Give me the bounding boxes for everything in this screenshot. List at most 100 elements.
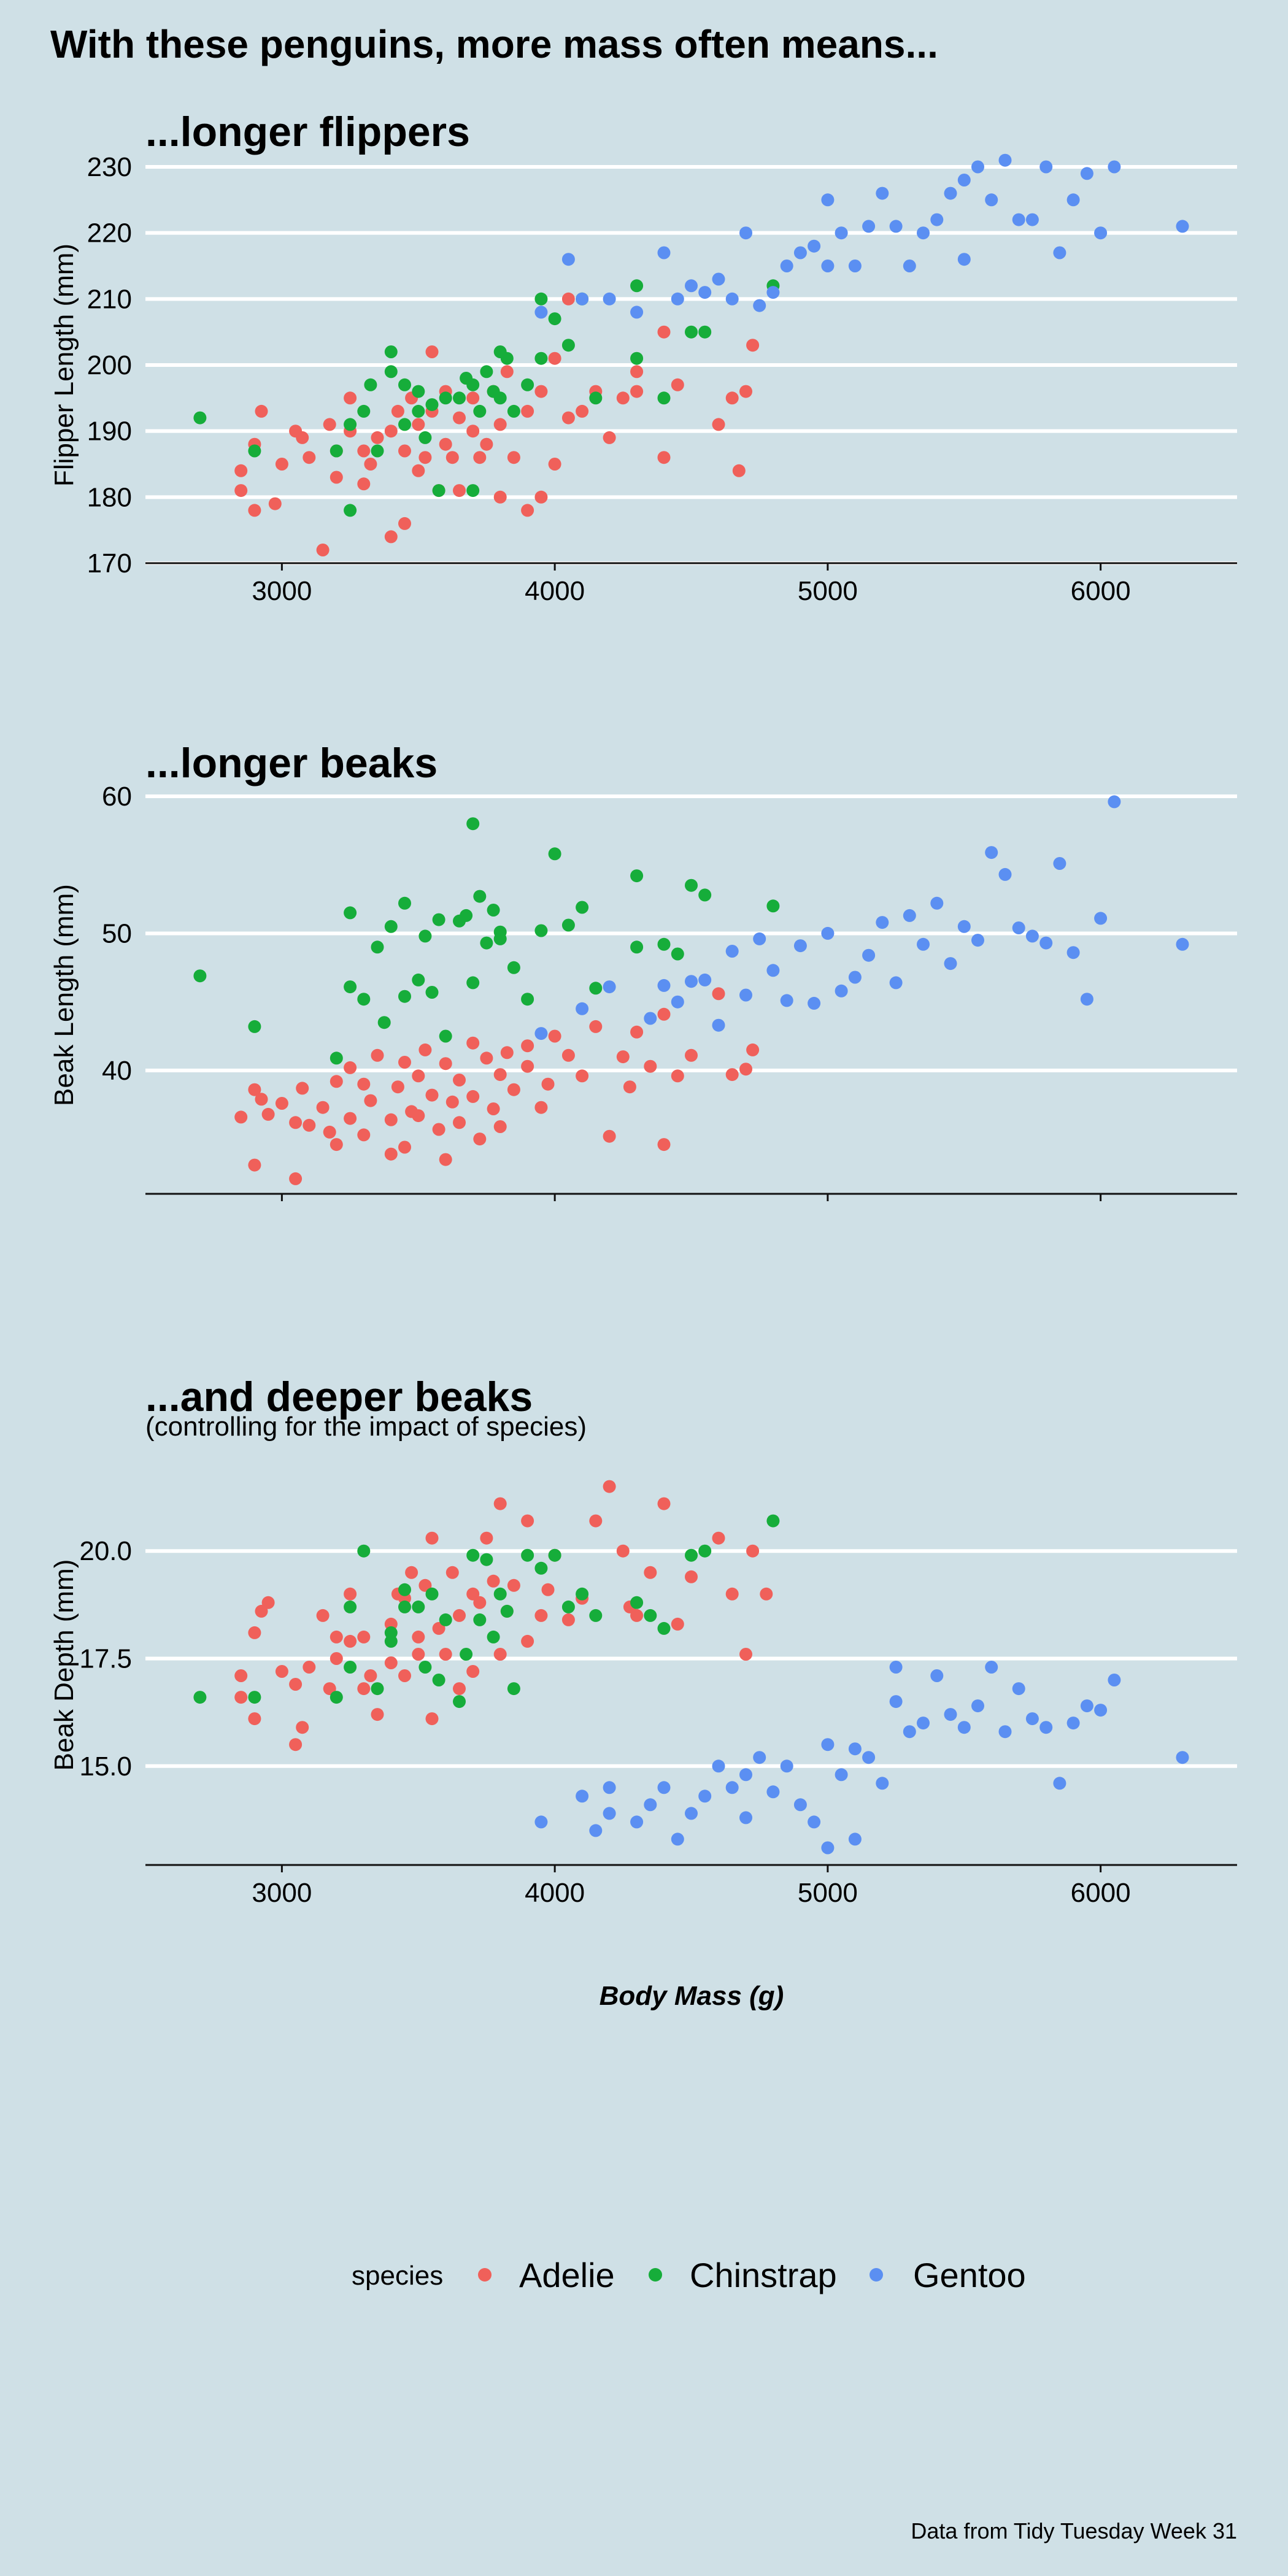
data-point	[957, 174, 971, 186]
data-point	[561, 411, 575, 425]
data-point	[848, 1742, 862, 1756]
data-point	[576, 404, 589, 418]
y-tick-label: 40	[102, 1056, 132, 1086]
data-point	[1080, 993, 1093, 1006]
data-point	[261, 1596, 275, 1609]
data-point	[261, 1107, 275, 1121]
data-point	[766, 1785, 780, 1799]
series-chinstrap	[193, 279, 780, 517]
data-point	[357, 993, 371, 1006]
data-point	[248, 1712, 261, 1726]
data-point	[998, 153, 1012, 167]
data-point	[344, 980, 357, 994]
data-point	[821, 926, 835, 940]
data-point	[534, 292, 548, 306]
data-point	[589, 391, 603, 405]
data-point	[275, 1665, 288, 1678]
data-point	[398, 517, 411, 530]
data-point	[732, 464, 746, 477]
data-point	[521, 1059, 534, 1073]
data-point	[460, 909, 473, 922]
data-point	[657, 1621, 671, 1635]
data-point	[534, 385, 548, 398]
data-point	[917, 226, 930, 240]
data-point	[903, 909, 916, 922]
data-point	[521, 1039, 534, 1053]
data-point	[630, 1025, 644, 1039]
data-point	[534, 1101, 548, 1114]
data-point	[780, 260, 793, 272]
data-point	[364, 458, 377, 471]
data-point	[971, 934, 984, 947]
y-tick-label: 15.0	[79, 1751, 132, 1782]
data-point	[453, 1609, 466, 1622]
data-point	[712, 1531, 725, 1545]
data-point	[521, 1548, 534, 1562]
data-point	[439, 1648, 452, 1661]
data-point	[521, 404, 534, 418]
data-point	[418, 431, 432, 444]
data-point	[712, 987, 725, 1001]
data-point	[493, 1120, 507, 1133]
data-point	[944, 1708, 957, 1721]
data-point	[466, 425, 480, 438]
data-point	[500, 1046, 514, 1059]
data-point	[289, 1678, 303, 1691]
data-point	[957, 253, 971, 266]
data-point	[357, 1544, 371, 1558]
data-point	[685, 325, 698, 339]
data-point	[412, 1600, 425, 1613]
data-point	[412, 385, 425, 398]
data-point	[561, 339, 575, 352]
data-point	[453, 1695, 466, 1709]
data-point	[357, 1682, 371, 1696]
data-point	[657, 978, 671, 992]
data-point	[384, 920, 398, 933]
data-point	[848, 1832, 862, 1846]
data-point	[330, 444, 343, 458]
data-point	[685, 1548, 698, 1562]
data-point	[1025, 1712, 1039, 1726]
data-point	[576, 292, 589, 306]
data-point	[296, 1082, 309, 1095]
data-point	[889, 1695, 903, 1709]
data-point	[1012, 921, 1025, 934]
data-point	[425, 1088, 439, 1102]
data-point	[793, 939, 807, 953]
data-point	[357, 1128, 371, 1142]
data-point	[561, 1048, 575, 1062]
data-point	[821, 193, 835, 207]
data-point	[296, 431, 309, 444]
data-point	[323, 418, 336, 431]
data-point	[412, 1630, 425, 1644]
series-gentoo	[534, 795, 1189, 1040]
data-point	[432, 1123, 445, 1136]
data-point	[480, 1531, 493, 1545]
data-point	[603, 1129, 616, 1143]
data-point	[1176, 937, 1189, 951]
data-point	[561, 1613, 575, 1626]
data-point	[439, 1029, 452, 1043]
data-point	[364, 378, 377, 391]
data-point	[432, 913, 445, 926]
data-point	[534, 924, 548, 937]
data-point	[1025, 213, 1039, 226]
data-point	[603, 980, 616, 994]
data-point	[534, 490, 548, 504]
series-adelie	[234, 292, 760, 556]
data-point	[534, 1609, 548, 1622]
series-adelie	[234, 987, 760, 1185]
data-point	[384, 345, 398, 358]
data-point	[268, 497, 282, 510]
data-point	[439, 1613, 452, 1626]
x-tick-label: 6000	[1071, 1878, 1131, 1908]
data-point	[493, 490, 507, 504]
data-point	[657, 246, 671, 260]
y-tick-label: 20.0	[79, 1536, 132, 1566]
data-point	[493, 1587, 507, 1601]
series-chinstrap	[193, 817, 780, 1065]
data-point	[534, 306, 548, 319]
data-point	[630, 306, 644, 319]
data-point	[603, 1781, 616, 1794]
x-tick-label: 3000	[252, 576, 312, 606]
